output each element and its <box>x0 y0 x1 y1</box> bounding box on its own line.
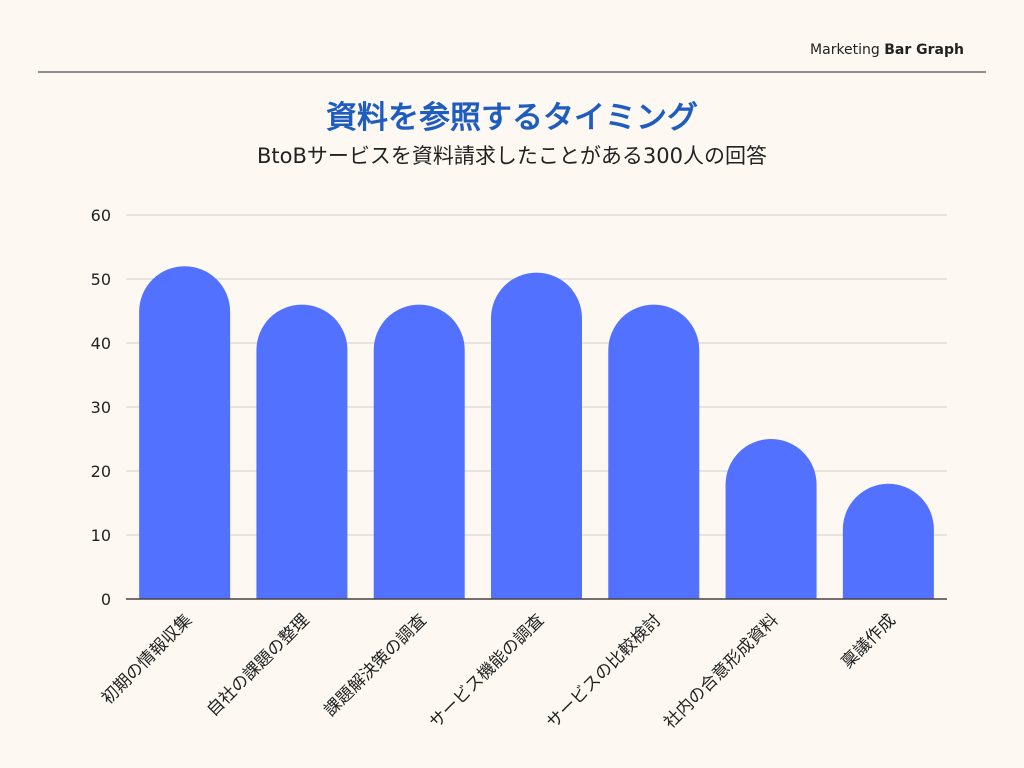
x-category-label: 初期の情報収集 <box>98 610 196 708</box>
y-tick-label: 20 <box>91 462 111 481</box>
x-category-label: 課題解決策の調査 <box>320 610 430 720</box>
x-category-label: 社内の合意形成資料 <box>660 610 782 732</box>
header-label: Marketing Bar Graph <box>810 42 964 58</box>
bar-1 <box>139 266 231 599</box>
x-category-label: サービスの比較検討 <box>543 610 665 732</box>
y-tick-label: 10 <box>91 526 111 545</box>
bar-5 <box>608 304 700 599</box>
x-category-label: 自社の課題の整理 <box>203 610 313 720</box>
bar-6 <box>725 439 817 599</box>
y-tick-label: 30 <box>91 398 111 417</box>
bar-3 <box>373 304 465 599</box>
header-label-bold: Bar Graph <box>884 42 964 58</box>
y-tick-label: 40 <box>91 334 111 353</box>
x-category-label: サービス機能の調査 <box>426 610 548 732</box>
bar-7 <box>842 483 934 599</box>
y-tick-label: 50 <box>91 270 111 289</box>
y-tick-label: 0 <box>101 590 111 609</box>
header-label-light: Marketing <box>810 42 885 58</box>
bar-2 <box>256 304 348 599</box>
y-tick-label: 60 <box>91 206 111 225</box>
header-divider <box>38 71 986 73</box>
chart-subtitle: BtoBサービスを資料請求したことがある300人の回答 <box>257 144 767 168</box>
x-category-label: 稟議作成 <box>837 610 900 673</box>
chart-title: 資料を参照するタイミング <box>326 100 698 136</box>
bar-4 <box>491 272 582 599</box>
